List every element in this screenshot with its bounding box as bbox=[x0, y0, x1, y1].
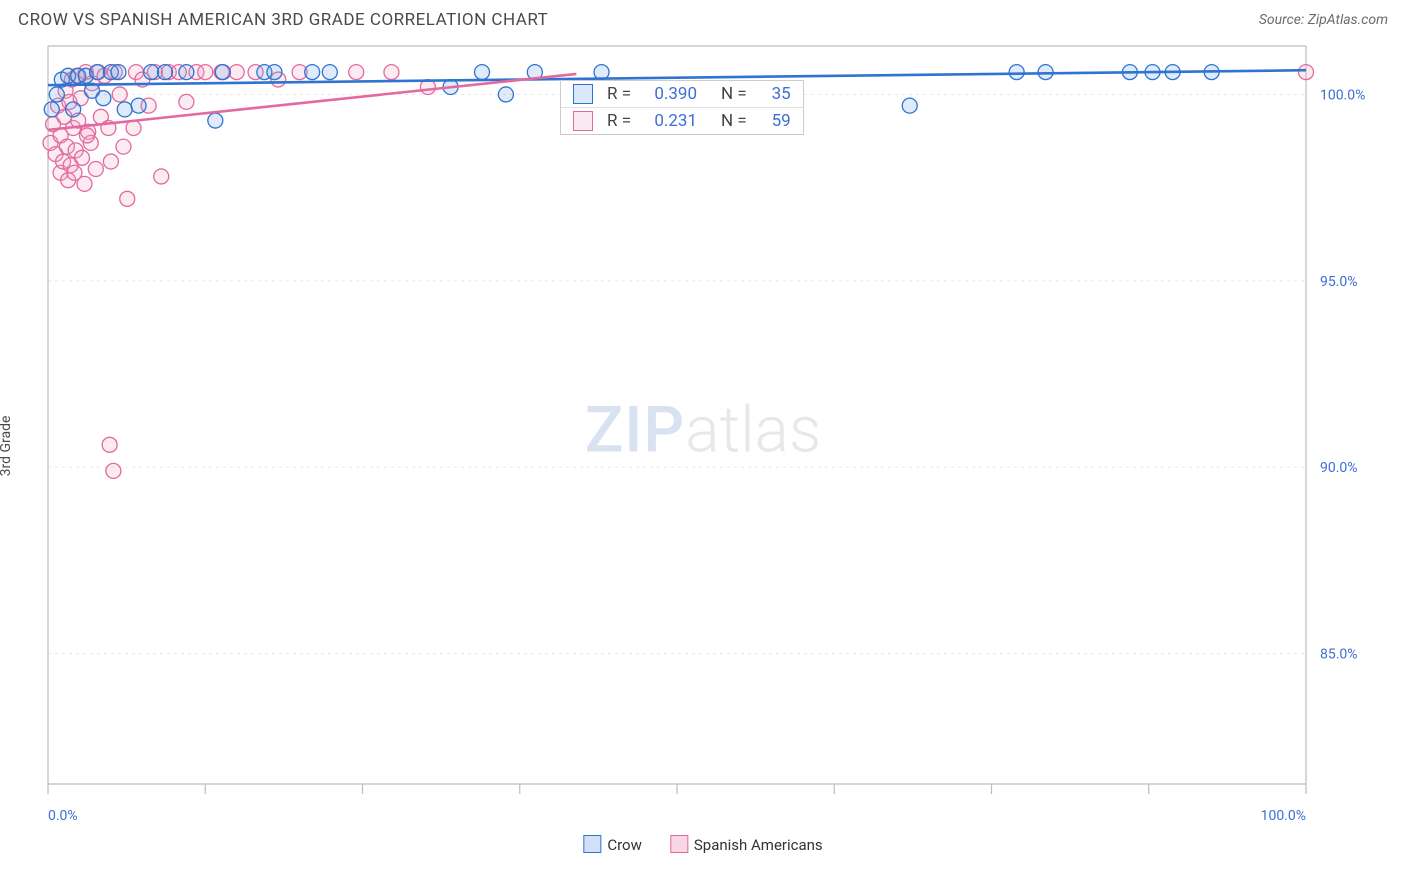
data-point bbox=[103, 154, 118, 169]
data-point bbox=[44, 102, 59, 117]
y-tick-label: 85.0% bbox=[1320, 647, 1358, 663]
data-point bbox=[1009, 65, 1024, 80]
data-point bbox=[126, 121, 141, 136]
data-point bbox=[208, 113, 223, 128]
source-citation: Source: ZipAtlas.com bbox=[1259, 12, 1388, 28]
data-point bbox=[198, 65, 213, 80]
stat-r-value: 0.231 bbox=[641, 111, 697, 131]
y-tick-label: 95.0% bbox=[1320, 274, 1358, 290]
data-point bbox=[77, 176, 92, 191]
y-tick-label: 100.0% bbox=[1320, 87, 1365, 103]
data-point bbox=[267, 65, 282, 80]
y-tick-label: 90.0% bbox=[1320, 460, 1358, 476]
correlation-stats-box: R = 0.390 N = 35 R = 0.231 N = 59 bbox=[560, 80, 804, 135]
legend: Crow Spanish Americans bbox=[583, 835, 822, 854]
legend-item: Crow bbox=[583, 835, 642, 854]
stat-n-value: 59 bbox=[757, 111, 791, 131]
legend-item: Spanish Americans bbox=[670, 835, 823, 854]
data-point bbox=[117, 102, 132, 117]
legend-swatch-icon bbox=[583, 835, 601, 853]
data-point bbox=[49, 87, 64, 102]
data-point bbox=[384, 65, 399, 80]
data-point bbox=[1299, 65, 1314, 80]
scatter-plot-svg: 85.0% 90.0% 95.0% 100.0% 0.0% 100.0% bbox=[0, 36, 1406, 856]
stats-row: R = 0.231 N = 59 bbox=[561, 107, 803, 134]
data-point bbox=[74, 150, 89, 165]
data-point bbox=[120, 191, 135, 206]
data-point bbox=[131, 98, 146, 113]
y-axis-label: 3rd Grade bbox=[0, 416, 14, 477]
stats-row: R = 0.390 N = 35 bbox=[561, 81, 803, 107]
data-point bbox=[66, 102, 81, 117]
data-point bbox=[498, 87, 513, 102]
stat-r-label: R = bbox=[607, 111, 631, 131]
data-point bbox=[144, 65, 159, 80]
data-point bbox=[88, 162, 103, 177]
data-point bbox=[79, 128, 94, 143]
x-tick-label: 100.0% bbox=[1261, 808, 1306, 824]
data-point bbox=[116, 139, 131, 154]
series-swatch-icon bbox=[573, 111, 593, 131]
data-point bbox=[902, 98, 917, 113]
stat-r-label: R = bbox=[607, 84, 631, 104]
data-point bbox=[157, 65, 172, 80]
data-point bbox=[475, 65, 490, 80]
stat-n-value: 35 bbox=[757, 84, 791, 104]
legend-swatch-icon bbox=[670, 835, 688, 853]
data-point bbox=[90, 65, 105, 80]
stat-n-label: N = bbox=[721, 84, 747, 104]
data-point bbox=[96, 91, 111, 106]
data-point bbox=[322, 65, 337, 80]
data-point bbox=[154, 169, 169, 184]
x-tick-label: 0.0% bbox=[48, 808, 78, 824]
data-point bbox=[215, 65, 230, 80]
legend-label: Spanish Americans bbox=[694, 836, 823, 854]
data-point bbox=[102, 437, 117, 452]
data-point bbox=[349, 65, 364, 80]
stat-r-value: 0.390 bbox=[641, 84, 697, 104]
chart-title: CROW VS SPANISH AMERICAN 3RD GRADE CORRE… bbox=[18, 10, 548, 30]
data-point bbox=[111, 65, 126, 80]
data-point bbox=[179, 65, 194, 80]
series-swatch-icon bbox=[573, 84, 593, 104]
data-point bbox=[179, 94, 194, 109]
chart-area: 3rd Grade 85.0% 90.0% 95.0% 100.0% 0.0% 100.0… bbox=[0, 36, 1406, 856]
stat-n-label: N = bbox=[721, 111, 747, 131]
legend-label: Crow bbox=[607, 836, 642, 854]
data-point bbox=[112, 87, 127, 102]
data-point bbox=[305, 65, 320, 80]
data-point bbox=[106, 463, 121, 478]
data-point bbox=[229, 65, 244, 80]
